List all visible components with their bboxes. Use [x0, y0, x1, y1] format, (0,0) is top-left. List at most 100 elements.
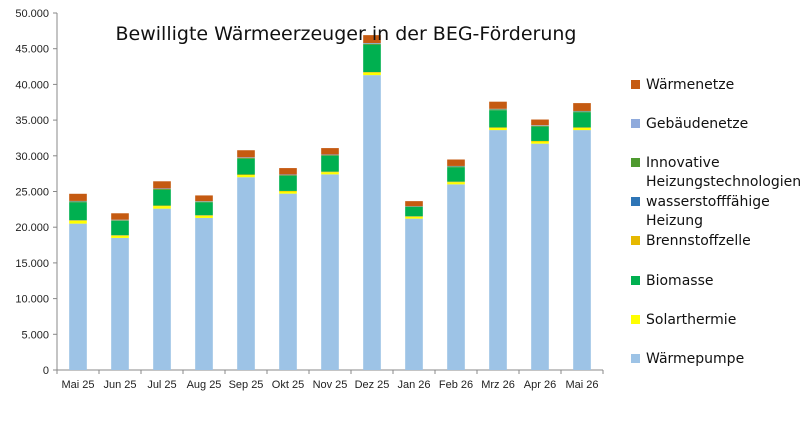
legend-item: Gebäudenetze: [631, 116, 748, 132]
bar-segment: [447, 166, 465, 168]
bar-segment: [405, 206, 423, 217]
bar-segment: [531, 119, 549, 126]
bar-segment: [405, 216, 423, 219]
bar-segment: [405, 206, 423, 207]
legend-swatch: [631, 236, 640, 245]
bar-segment: [573, 127, 591, 131]
bar-segment: [111, 213, 129, 220]
bar-segment: [237, 157, 255, 158]
y-tick-label: 15.000: [15, 258, 49, 270]
bars: [69, 35, 591, 371]
bar-segment: [321, 172, 339, 175]
y-tick-label: 0: [43, 365, 49, 377]
bar-segment: [447, 165, 465, 167]
legend-item: Innovative Heizungstechnologien: [631, 155, 800, 190]
bar-segment: [69, 223, 87, 370]
x-tick-label: Mrz 26: [481, 379, 515, 391]
bar-segment: [237, 175, 255, 178]
bar-segment: [489, 109, 507, 111]
legend-swatch: [631, 315, 640, 324]
legend-label: Gebäudenetze: [646, 116, 748, 132]
legend: Wärmenetze Gebäudenetze Innovative Heizungs…: [631, 77, 800, 367]
bar-segment: [153, 206, 171, 209]
bar-segment: [153, 188, 171, 190]
bar-segment: [489, 108, 507, 110]
bar-segment: [321, 155, 339, 172]
x-tick-label: Okt 25: [272, 379, 304, 391]
bar-segment: [153, 208, 171, 370]
legend-label: Wärmepumpe: [646, 351, 744, 367]
y-tick-label: 20.000: [15, 222, 49, 234]
bar-segment: [363, 42, 381, 44]
bar-segment: [489, 110, 507, 128]
bar-segment: [69, 202, 87, 221]
bar-segment: [69, 200, 87, 202]
bar-segment: [573, 130, 591, 370]
bar-segment: [153, 189, 171, 206]
legend-label: wasserstofffähige: [646, 194, 770, 210]
bar-segment: [321, 148, 339, 155]
bar-segment: [111, 235, 129, 236]
bar-segment: [489, 127, 507, 128]
bar-segment: [405, 201, 423, 207]
bar-segment: [195, 215, 213, 216]
bar-segment: [153, 205, 171, 207]
bar-segment: [447, 184, 465, 370]
bar-segment: [237, 158, 255, 175]
bar-segment: [69, 193, 87, 201]
bar-segment: [447, 159, 465, 166]
legend-swatch: [631, 276, 640, 285]
bar-segment: [279, 191, 297, 194]
bar-segment: [405, 206, 423, 207]
y-tick-label: 40.000: [15, 79, 49, 91]
bar-segment: [321, 154, 339, 156]
bar-segment: [489, 127, 507, 131]
bar-segment: [237, 174, 255, 176]
x-axis: Mai 25 Jun 25 Jul 25 Aug 25 Sep 25 Okt 25 Nov …: [56, 369, 604, 391]
bar-segment: [69, 220, 87, 221]
bar-segment: [321, 174, 339, 370]
bar-segment: [363, 35, 381, 43]
bar-segment: [321, 171, 339, 173]
legend-item: Brennstoffzelle: [631, 233, 751, 249]
x-tick-label: Jan 26: [397, 379, 430, 391]
bar-segment: [237, 150, 255, 158]
bar-segment: [363, 75, 381, 371]
bar-segment: [363, 44, 381, 73]
y-tick-label: 50.000: [15, 8, 49, 20]
bar-segment: [573, 127, 591, 128]
bar-segment: [573, 110, 591, 112]
bar-segment: [447, 182, 465, 185]
x-tick-label: Mai 25: [61, 379, 94, 391]
legend-swatch: [631, 158, 640, 167]
bar-segment: [573, 111, 591, 113]
legend-label: Biomasse: [646, 273, 713, 289]
bar-segment: [195, 195, 213, 202]
legend-swatch: [631, 197, 640, 206]
legend-item: wasserstofffähige Heizung: [631, 194, 770, 229]
bar-segment: [489, 101, 507, 109]
bar-segment: [531, 140, 549, 142]
bar-segment: [69, 201, 87, 203]
bar-segment: [195, 201, 213, 202]
y-axis: 0 5.000 10.000 15.000 20.000 25.000 30.000 35.0…: [15, 8, 58, 377]
legend-swatch: [631, 354, 640, 363]
legend-item: Solarthermie: [631, 312, 736, 328]
y-tick-label: 30.000: [15, 151, 49, 163]
legend-label: Wärmenetze: [646, 77, 734, 93]
x-tick-label: Nov 25: [313, 379, 348, 391]
bar-segment: [531, 141, 549, 144]
x-tick-label: Jul 25: [147, 379, 176, 391]
x-tick-label: Jun 25: [103, 379, 136, 391]
bar-segment: [111, 237, 129, 370]
y-tick-label: 10.000: [15, 294, 49, 306]
y-tick-label: 5.000: [21, 329, 49, 341]
x-tick-label: Dez 25: [355, 379, 390, 391]
bar-segment: [111, 219, 129, 221]
legend-label: Brennstoffzelle: [646, 233, 751, 249]
bar-segment: [447, 181, 465, 183]
bar-segment: [363, 43, 381, 45]
legend-label: Heizungstechnologien: [646, 174, 800, 190]
bar-segment: [195, 217, 213, 370]
